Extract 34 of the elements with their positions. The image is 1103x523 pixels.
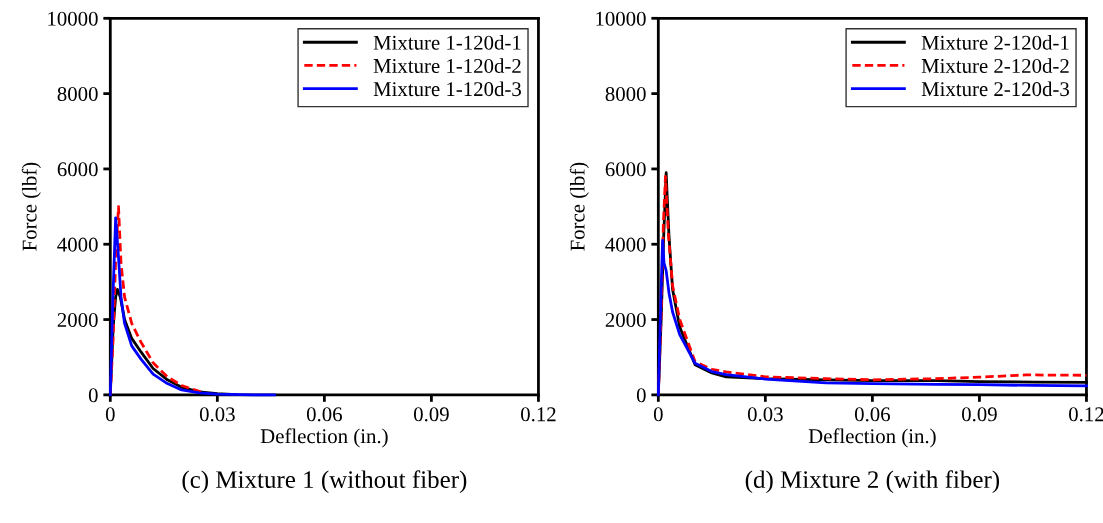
legend-label: Mixture 2-120d-2: [921, 58, 1069, 73]
legend-label: Mixture 1-120d-2: [373, 58, 521, 73]
y-tick-label: 0: [88, 388, 98, 403]
legend-label: Mixture 2-120d-1: [921, 35, 1069, 50]
y-tick-label: 10000: [596, 11, 646, 26]
x-axis-title: Deflection (in.): [260, 428, 388, 448]
legend-label: Mixture 2-120d-3: [921, 81, 1069, 97]
x-tick-label: 0.03: [199, 407, 235, 422]
y-axis-title: Force (lbf): [569, 162, 589, 251]
y-tick-label: 0: [636, 388, 646, 403]
x-tick-label: 0.06: [306, 407, 342, 422]
y-tick-label: 8000: [57, 86, 98, 102]
y-tick-label: 2000: [57, 312, 98, 327]
x-tick-label: 0.12: [1069, 407, 1103, 422]
x-tick-label: 0: [105, 407, 115, 422]
y-tick-label: 6000: [605, 162, 646, 177]
text: (d) Mixture 2 (with fiber): [745, 470, 1000, 494]
y-tick-label: 2000: [605, 312, 646, 327]
y-axis-title: Force (lbf): [21, 162, 41, 251]
x-tick-label: 0.06: [854, 407, 890, 422]
x-tick-label: 0.09: [961, 407, 997, 422]
legend-label: Mixture 1-120d-3: [373, 81, 521, 97]
y-tick-label: 6000: [57, 162, 98, 177]
y-tick-label: 10000: [48, 11, 98, 26]
x-tick-label: 0: [653, 407, 663, 422]
legend-label: Mixture 1-120d-1: [373, 35, 521, 50]
y-tick-label: 8000: [605, 86, 646, 102]
text: (c) Mixture 1 (without fiber): [182, 470, 467, 494]
x-axis-title: Deflection (in.): [808, 428, 936, 448]
x-tick-label: 0.03: [747, 407, 783, 422]
y-tick-label: 4000: [605, 237, 646, 252]
x-tick-label: 0.12: [521, 407, 556, 422]
x-tick-label: 0.09: [413, 407, 449, 422]
y-tick-label: 4000: [57, 237, 98, 252]
